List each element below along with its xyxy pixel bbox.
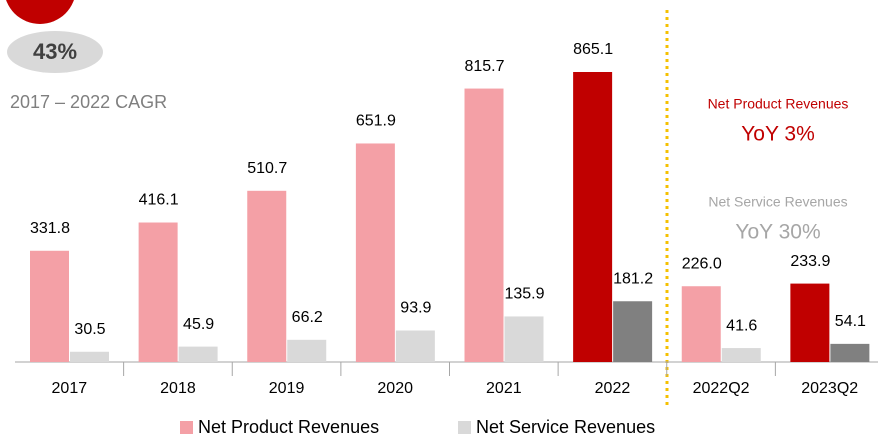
x-tick-label: 2023Q2 <box>801 380 858 397</box>
data-label: 510.7 <box>247 160 287 177</box>
bar <box>790 283 830 362</box>
data-label: 181.2 <box>613 270 653 287</box>
service-yoy: YoY 30% <box>735 221 820 244</box>
x-tick-label: 2019 <box>269 380 305 397</box>
x-tick-label: 2021 <box>486 380 522 397</box>
bar <box>504 316 544 362</box>
bar <box>138 222 178 362</box>
legend-label: Net Product Revenues <box>198 417 379 437</box>
bar <box>830 343 870 362</box>
bar <box>287 339 327 362</box>
bar <box>178 346 218 362</box>
x-tick-label: 2022Q2 <box>693 380 750 397</box>
bar <box>30 250 69 362</box>
product-label: Net Product Revenues <box>708 96 849 112</box>
data-label: 66.2 <box>292 309 323 326</box>
bar <box>721 348 761 362</box>
data-label: 416.1 <box>139 192 179 209</box>
data-label: 135.9 <box>504 286 544 303</box>
data-label: 331.8 <box>30 220 70 237</box>
data-label: 651.9 <box>356 113 396 130</box>
bar <box>464 88 504 362</box>
product-yoy: YoY 3% <box>741 123 815 146</box>
bar <box>247 190 287 362</box>
x-tick-label: 2018 <box>160 380 196 397</box>
bar <box>681 286 721 362</box>
data-label: 226.0 <box>682 255 722 272</box>
data-label: 45.9 <box>183 316 214 333</box>
legend-label: Net Service Revenues <box>476 417 655 437</box>
legend-swatch <box>458 421 471 434</box>
data-label: 865.1 <box>573 41 613 58</box>
bar <box>395 330 435 362</box>
x-tick-label: 2017 <box>52 380 88 397</box>
data-label: 233.9 <box>790 253 830 270</box>
cagr-badge <box>7 31 103 73</box>
legend-swatch <box>180 421 193 434</box>
bar <box>355 143 395 362</box>
data-label: 815.7 <box>464 58 504 75</box>
data-label: 93.9 <box>400 300 431 317</box>
service-label: Net Service Revenues <box>708 194 847 210</box>
data-label: 41.6 <box>726 317 757 334</box>
bar <box>70 351 109 362</box>
cagr-label: 2017 – 2022 CAGR <box>10 92 167 112</box>
x-tick-label: 2020 <box>377 380 413 397</box>
data-label: 30.5 <box>74 321 105 338</box>
bar <box>613 301 653 362</box>
cagr-value: 43% <box>33 39 77 64</box>
data-label: 54.1 <box>835 313 866 330</box>
x-tick-label: 2022 <box>595 380 631 397</box>
bar <box>573 72 613 362</box>
badge <box>6 0 74 24</box>
